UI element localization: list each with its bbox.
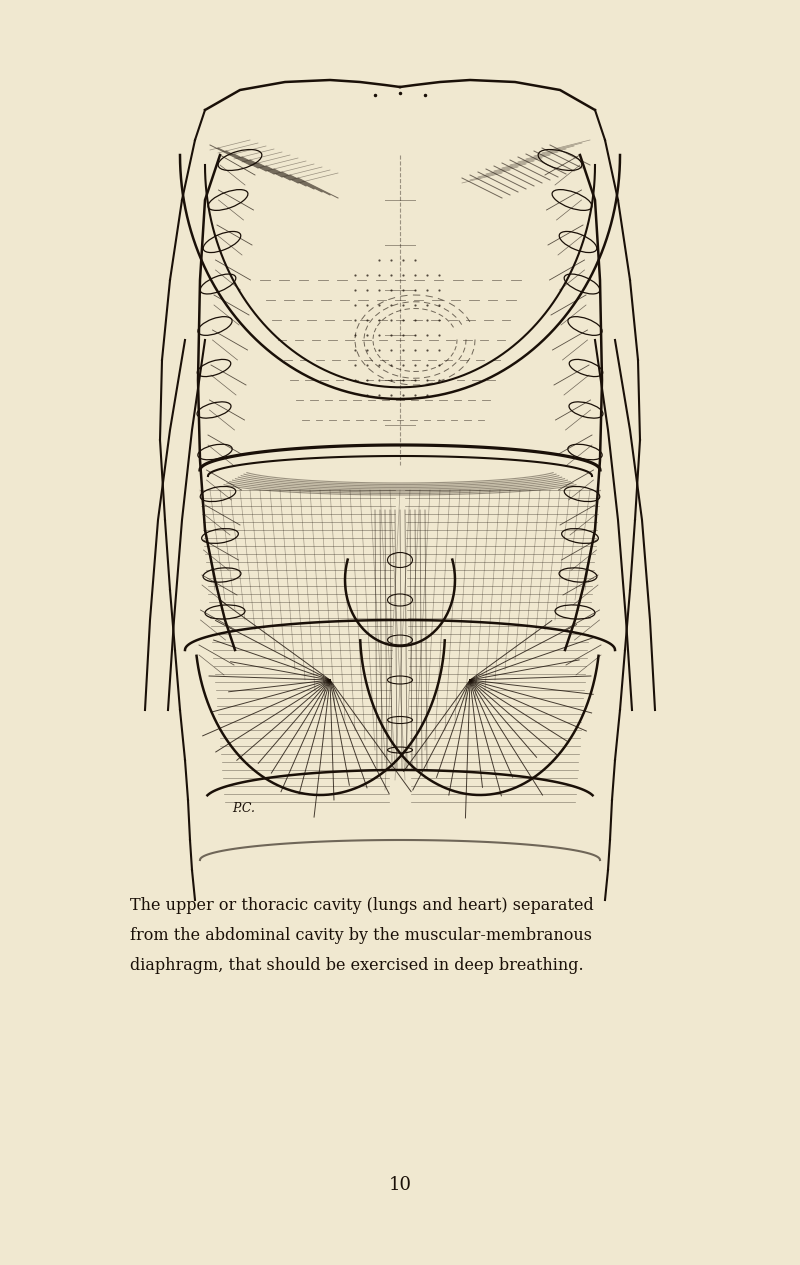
Text: 10: 10 (389, 1176, 411, 1194)
Text: P.C.: P.C. (232, 802, 255, 815)
Text: The upper or thoracic cavity (lungs and heart) separated: The upper or thoracic cavity (lungs and … (130, 897, 594, 915)
Text: from the abdominal cavity by the muscular-membranous: from the abdominal cavity by the muscula… (130, 927, 592, 944)
Text: diaphragm, that should be exercised in deep breathing.: diaphragm, that should be exercised in d… (130, 958, 584, 974)
